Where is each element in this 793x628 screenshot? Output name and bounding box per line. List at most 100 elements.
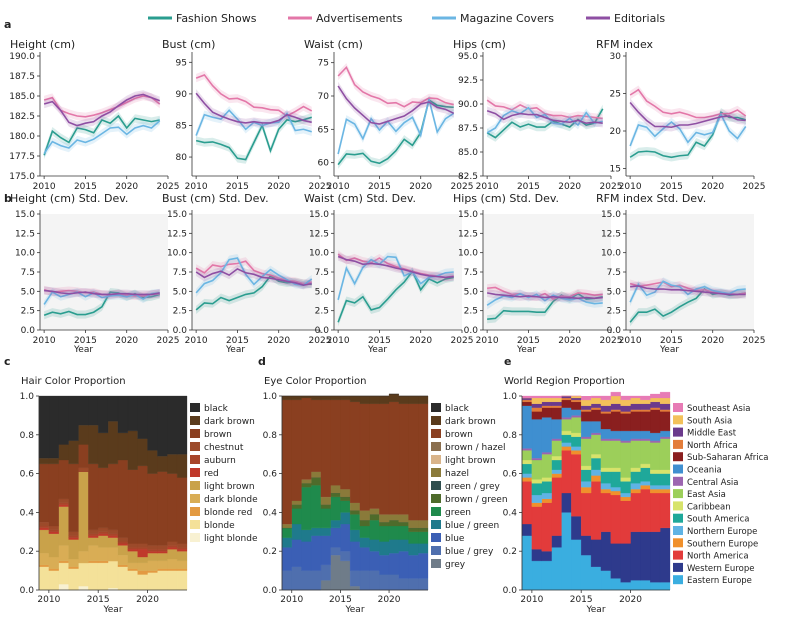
x-tick-label: 2020 xyxy=(558,336,581,346)
y-tick-label: 15.0 xyxy=(458,210,478,220)
legend-label-5: Oceania xyxy=(687,466,722,476)
y-tick-label: 90 xyxy=(176,90,188,100)
y-tick-label: 0.0 xyxy=(503,586,518,596)
legend-label-2: Magazine Covers xyxy=(460,12,554,25)
y-tick-label: 0.0 xyxy=(464,326,479,336)
legend-label-1: Advertisements xyxy=(316,12,403,25)
x-tick-label: 2020 xyxy=(267,336,290,346)
y-tick-label: 0.8 xyxy=(20,431,35,441)
series-line-1 xyxy=(629,88,747,119)
y-tick-label: 10.0 xyxy=(15,249,35,259)
series-line-3 xyxy=(43,93,161,127)
legend-swatch-1 xyxy=(190,416,200,425)
line-panel-1: Bust (cm) 80 85 90 95 2010 2015 2020 2025 xyxy=(162,38,331,192)
ci-band-2 xyxy=(487,289,603,310)
legend-swatch-3 xyxy=(431,442,441,451)
y-tick-label: 0.0 xyxy=(263,586,278,596)
legend-label-12: grey xyxy=(445,560,466,570)
legend-label-2: brown xyxy=(445,430,473,440)
legend-swatch-4 xyxy=(673,452,683,462)
panel-label-b: b xyxy=(4,192,12,205)
legend-label-12: North America xyxy=(687,552,749,562)
line-panel-0: Height (cm) 175.0 177.5 180.0 182.5 185.0 187.… xyxy=(9,38,179,192)
legend-swatch-7 xyxy=(190,494,200,503)
series-line-3 xyxy=(44,289,160,296)
y-tick-label: 187.5 xyxy=(9,72,35,82)
legend-label-7: East Asia xyxy=(687,490,726,500)
y-tick-label: 0.0 xyxy=(315,326,330,336)
legend-swatch-10 xyxy=(190,533,200,542)
ci-band-1 xyxy=(44,91,160,121)
y-tick-label: 0.0 xyxy=(20,586,35,596)
y-tick-label: 0.4 xyxy=(263,508,278,518)
x-axis-label: Year xyxy=(367,345,387,355)
x-tick-label: 2020 xyxy=(701,182,724,192)
legend-swatch-0 xyxy=(190,403,200,412)
legend-swatch-1 xyxy=(431,416,441,425)
series-line-2 xyxy=(43,120,161,155)
y-tick-label: 7.5 xyxy=(607,268,621,278)
series-line-1 xyxy=(487,286,603,300)
legend-label-10: Northern Europe xyxy=(687,527,757,537)
panel-title: RFM index xyxy=(596,38,654,51)
x-axis-label: Year xyxy=(73,345,93,355)
legend-swatch-10 xyxy=(431,533,441,542)
line-panel-7: Waist (cm) Std. Dev. 0.0 2.5 5.0 7.5 10.0 12.5… xyxy=(304,192,473,355)
y-tick-label: 2.5 xyxy=(173,307,187,317)
x-tick-label: 2015 xyxy=(660,182,683,192)
line-panel-5: Height (cm) Std. Dev. 0.0 2.5 5.0 7.5 10.0 12.… xyxy=(10,192,179,355)
x-tick-label: 2015 xyxy=(570,595,593,605)
y-tick-label: 92.5 xyxy=(458,76,478,86)
series-line-2 xyxy=(486,292,603,306)
y-tick-label: 70 xyxy=(318,92,330,102)
legend-swatch-1 xyxy=(673,415,683,425)
legend-swatch-5 xyxy=(431,468,441,477)
panel-label-d: d xyxy=(258,355,266,368)
x-tick-label: 2025 xyxy=(743,182,766,192)
x-tick-label: 2010 xyxy=(476,336,499,346)
legend-swatch-4 xyxy=(431,455,441,464)
x-tick-label: 2015 xyxy=(368,336,391,346)
y-tick-label: 177.5 xyxy=(9,152,35,162)
x-tick-label: 2020 xyxy=(701,336,724,346)
legend-label-14: Eastern Europe xyxy=(687,576,752,586)
y-tick-label: 5.0 xyxy=(607,287,622,297)
x-tick-label: 2015 xyxy=(74,336,97,346)
area-layer-10 xyxy=(38,395,188,459)
x-tick-label: 2025 xyxy=(743,336,766,346)
ci-band-1 xyxy=(44,285,160,301)
x-tick-label: 2025 xyxy=(157,182,180,192)
y-tick-label: 15 xyxy=(610,165,621,175)
legend-swatch-6 xyxy=(673,476,683,486)
legend-label-0: Southeast Asia xyxy=(687,404,750,414)
series-line-3 xyxy=(337,255,454,279)
y-tick-label: 180.0 xyxy=(9,132,35,142)
legend-swatch-6 xyxy=(431,481,441,490)
panel-title: Bust (cm) Std. Dev. xyxy=(162,192,269,205)
legend-swatch-14 xyxy=(673,575,683,585)
x-tick-label: 2020 xyxy=(378,595,401,605)
legend-swatch-6 xyxy=(190,481,200,490)
y-tick-label: 15.0 xyxy=(309,210,329,220)
series-line-0 xyxy=(195,116,312,161)
series-line-1 xyxy=(337,65,454,108)
y-tick-label: 15.0 xyxy=(601,210,621,220)
area-layer-12 xyxy=(282,393,428,397)
legend-label-11: blue / grey xyxy=(445,547,494,557)
series-line-0 xyxy=(486,108,604,139)
x-tick-label: 2025 xyxy=(451,182,474,192)
plot-background xyxy=(334,214,462,330)
legend-label-2: Middle East xyxy=(687,429,737,439)
legend-swatch-0 xyxy=(431,403,441,412)
y-tick-label: 0.4 xyxy=(20,508,35,518)
legend-label-6: Central Asia xyxy=(687,478,738,488)
legend-label-13: Western Europe xyxy=(687,564,754,574)
y-tick-label: 2.5 xyxy=(21,307,35,317)
y-tick-label: 182.5 xyxy=(9,112,35,122)
x-tick-label: 2010 xyxy=(185,336,208,346)
y-tick-label: 85 xyxy=(176,121,187,131)
ci-band-3 xyxy=(44,286,160,299)
y-tick-label: 12.5 xyxy=(601,229,621,239)
y-tick-label: 10.0 xyxy=(458,249,478,259)
legend-label-6: light brown xyxy=(204,482,255,492)
